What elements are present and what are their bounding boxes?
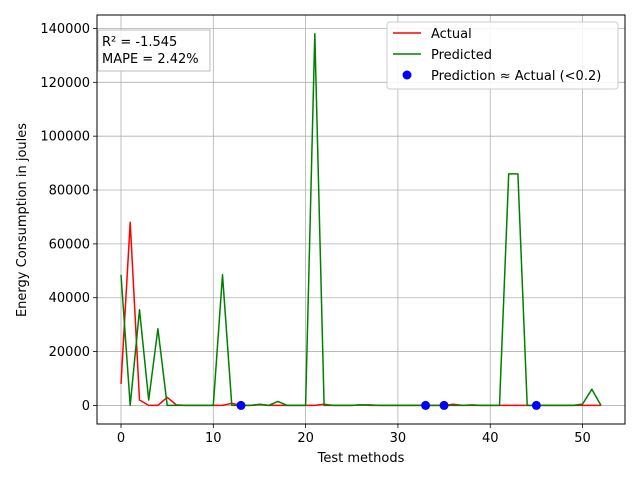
grid-lines [97, 15, 625, 424]
y-axis-title: Energy Consumption in joules [15, 123, 30, 317]
metrics-annotation: R² = -1.545 MAPE = 2.42% [97, 29, 211, 72]
mape-text: MAPE = 2.42% [102, 52, 199, 67]
x-tick-label: 0 [117, 431, 125, 446]
plot-frame [96, 14, 626, 425]
legend: Actual Predicted Prediction ≈ Actual (<0… [386, 21, 619, 90]
match-point [531, 400, 541, 410]
x-tick-label: 20 [297, 431, 314, 446]
y-tick-label: 100000 [40, 130, 90, 145]
y-tick-label: 0 [82, 399, 90, 414]
x-tick-label: 30 [390, 431, 407, 446]
y-tick-label: 80000 [49, 184, 90, 199]
metrics-box [97, 29, 211, 72]
series-line-predicted [120, 33, 602, 407]
x-tick-label: 50 [574, 431, 591, 446]
legend-label-actual: Actual [431, 27, 472, 42]
y-tick-label: 20000 [49, 345, 90, 360]
legend-swatch-match [402, 70, 412, 80]
x-axis-ticks: 0 10 20 30 40 50 [117, 424, 591, 446]
x-tick-label: 10 [205, 431, 222, 446]
match-point [236, 400, 246, 410]
match-point [439, 400, 449, 410]
legend-box [386, 21, 619, 90]
x-tick-label: 40 [482, 431, 499, 446]
y-tick-label: 40000 [49, 291, 90, 306]
legend-label-match: Prediction ≈ Actual (<0.2) [431, 69, 601, 84]
x-axis-title: Test methods [317, 451, 405, 466]
series-layer [120, 33, 602, 407]
match-markers [236, 400, 541, 410]
legend-label-predicted: Predicted [431, 48, 492, 63]
y-tick-label: 60000 [49, 237, 90, 252]
y-tick-label: 140000 [40, 22, 90, 37]
r2-text: R² = -1.545 [102, 35, 177, 50]
y-axis-ticks: 0 20000 40000 60000 80000 100000 120000 140000 [40, 22, 97, 414]
match-point [421, 400, 431, 410]
y-tick-label: 120000 [40, 76, 90, 91]
